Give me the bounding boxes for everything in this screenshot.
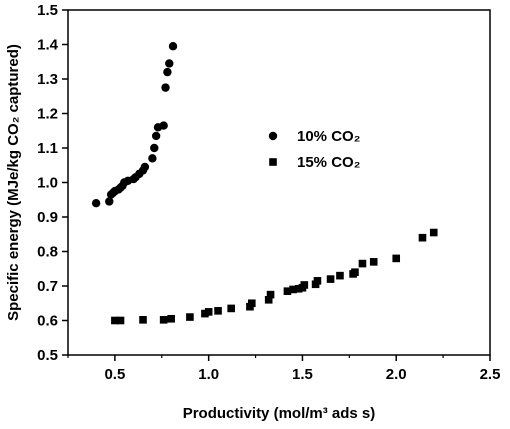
data-point-square bbox=[204, 308, 213, 316]
y-tick-label: 1.5 bbox=[37, 2, 58, 19]
x-tick-label: 2.5 bbox=[480, 366, 501, 383]
series-1 bbox=[91, 42, 178, 208]
data-point-square bbox=[116, 316, 125, 325]
legend-marker-square bbox=[269, 158, 277, 166]
data-point-circle bbox=[165, 59, 174, 68]
legend: 10% CO₂ 15% CO₂ bbox=[268, 128, 360, 171]
x-tick-label: 1.0 bbox=[198, 366, 219, 383]
data-point-square bbox=[392, 254, 401, 263]
legend-label: 15% CO₂ bbox=[297, 154, 360, 171]
data-point-square bbox=[336, 271, 344, 280]
data-point-square bbox=[186, 313, 194, 321]
data-point-square bbox=[167, 314, 175, 323]
data-point-circle bbox=[163, 67, 172, 77]
data-point-square bbox=[369, 258, 378, 266]
x-axis-title: Productivity (mol/m³ ads s) bbox=[183, 405, 376, 422]
y-tick-label: 1.2 bbox=[37, 106, 58, 123]
data-point-square bbox=[351, 268, 359, 276]
data-point-circle bbox=[148, 154, 157, 163]
x-tick-label: 0.5 bbox=[104, 366, 125, 383]
data-point-square bbox=[326, 275, 335, 283]
data-point-circle bbox=[151, 131, 161, 141]
data-point-square bbox=[300, 281, 309, 289]
y-tick-label: 0.7 bbox=[37, 278, 58, 295]
data-point-square bbox=[227, 304, 235, 313]
data-point-square bbox=[429, 228, 438, 237]
y-axis-title: Specific energy (MJe/kg CO₂ captured) bbox=[5, 44, 22, 321]
data-point-circle bbox=[150, 143, 159, 153]
y-tick-label: 1.3 bbox=[37, 71, 58, 88]
data-point-square bbox=[159, 316, 168, 324]
y-tick-label: 0.5 bbox=[37, 347, 58, 364]
data-point-circle bbox=[168, 42, 178, 51]
x-tick-label: 1.5 bbox=[292, 366, 313, 383]
y-axis-ticks: 0.5 0.6 0.7 0.8 0.9 1.0 1.1 1.2 1.3 1.4 1.5 bbox=[37, 2, 68, 364]
data-point-square bbox=[139, 316, 147, 324]
y-tick-label: 1.0 bbox=[37, 175, 58, 192]
data-point-square bbox=[313, 277, 322, 285]
data-point-square bbox=[214, 307, 222, 315]
data-point-circle bbox=[161, 83, 170, 92]
data-point-square bbox=[358, 259, 367, 268]
x-tick-label: 2.0 bbox=[386, 366, 407, 383]
data-point-square bbox=[289, 285, 297, 294]
data-point-square bbox=[264, 296, 273, 304]
data-point-square bbox=[266, 290, 275, 299]
data-point-circle bbox=[159, 121, 168, 130]
y-tick-label: 0.9 bbox=[37, 209, 58, 226]
y-tick-label: 1.4 bbox=[37, 37, 59, 54]
y-tick-label: 0.6 bbox=[37, 313, 58, 330]
data-point-circle bbox=[105, 197, 114, 206]
series-2 bbox=[111, 228, 438, 325]
data-point-square bbox=[111, 316, 119, 325]
data-point-circle bbox=[91, 199, 101, 208]
data-point-square bbox=[248, 299, 256, 308]
x-axis-ticks: 0.5 1.0 1.5 2.0 2.5 bbox=[67, 355, 501, 383]
data-series-layer bbox=[91, 42, 438, 325]
y-tick-label: 1.1 bbox=[37, 140, 58, 157]
legend-marker-circle bbox=[268, 131, 278, 141]
legend-label: 10% CO₂ bbox=[297, 128, 360, 145]
data-point-circle bbox=[140, 162, 150, 172]
data-point-square bbox=[283, 287, 292, 295]
data-point-square bbox=[418, 233, 427, 242]
y-tick-label: 0.8 bbox=[37, 244, 58, 261]
